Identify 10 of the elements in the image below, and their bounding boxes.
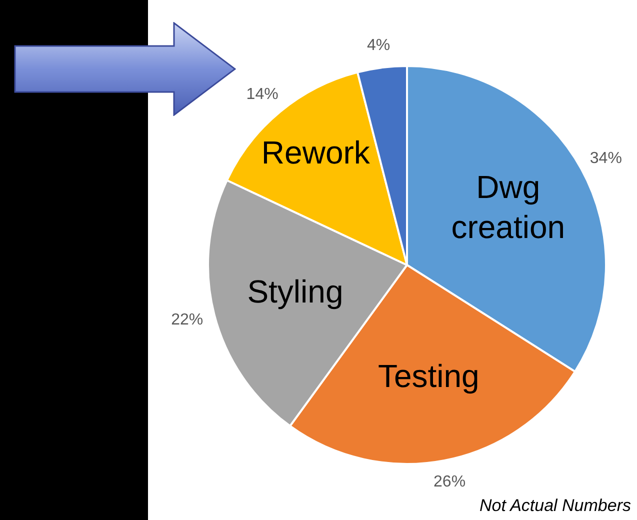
data-label: 34% [590,150,622,167]
data-label: 14% [246,86,278,104]
text: Not Actual Numbers [480,496,631,516]
data-label: 4% [366,37,390,54]
slice-label: Dwg creation [451,169,566,246]
slice-label: Styling [247,274,344,310]
data-label: 22% [171,311,204,328]
slice-label: Rework [261,134,371,170]
slice-label: Testing [378,358,480,394]
data-label: 26% [434,473,466,490]
